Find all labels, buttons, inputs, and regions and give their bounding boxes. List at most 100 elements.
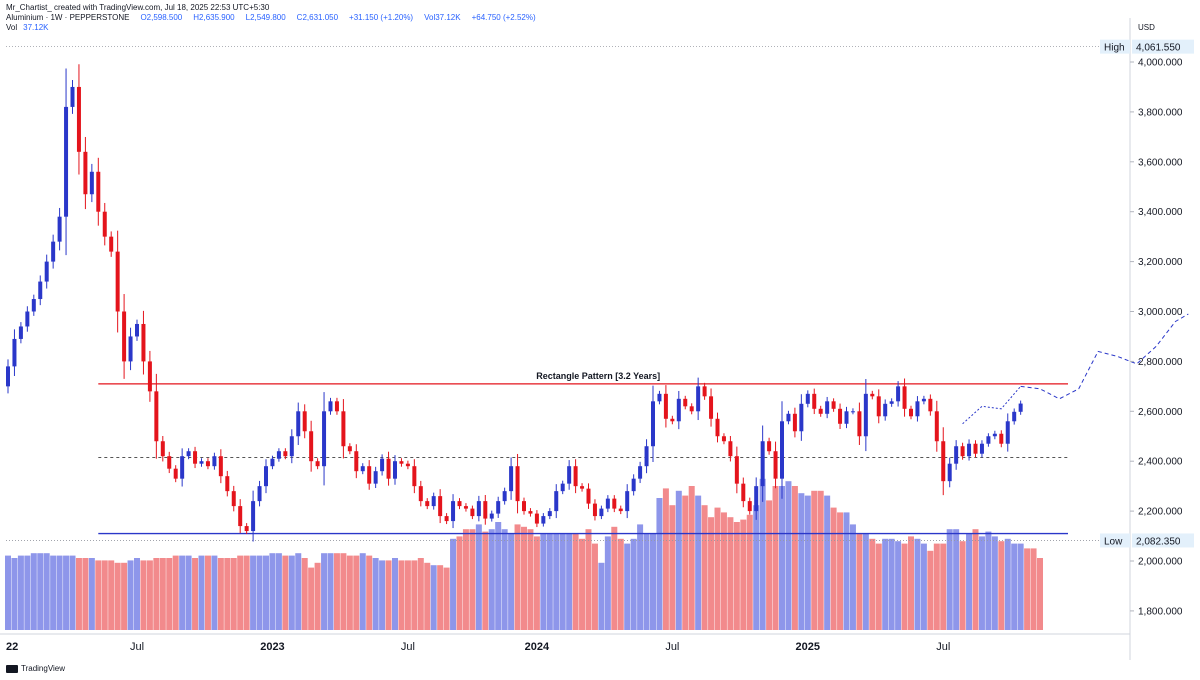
y-tick-label: 3,000.000: [1138, 307, 1183, 318]
y-tick-label: 2,400.000: [1138, 457, 1183, 468]
projection-link: [962, 386, 1022, 425]
candle-body: [334, 401, 339, 412]
volume-bar: [411, 560, 418, 630]
candle-body: [309, 431, 314, 462]
volume-bar: [204, 555, 211, 630]
volume-bar: [959, 541, 966, 630]
candle-body: [360, 466, 365, 472]
volume-bar: [379, 560, 386, 630]
volume-bar: [462, 529, 469, 630]
candle-body: [57, 216, 62, 242]
candle-body: [773, 451, 778, 479]
candle-body: [509, 466, 514, 492]
candle-body: [64, 106, 69, 217]
volume-bar: [837, 512, 844, 630]
volume-bar: [527, 529, 534, 630]
x-tick-label: 2024: [525, 641, 550, 653]
candle-body: [986, 436, 991, 444]
candle-body: [612, 498, 617, 509]
candle-body: [709, 396, 714, 419]
candle-body: [128, 336, 133, 362]
x-tick-label: Jul: [936, 641, 950, 653]
volume-bar: [263, 555, 269, 630]
candle-body: [25, 311, 30, 327]
candle-body: [199, 461, 204, 464]
high-value-bg: [1132, 39, 1194, 54]
volume-bar: [30, 553, 37, 630]
candle-body: [96, 171, 101, 212]
volume-bar: [972, 529, 979, 630]
candle-body: [683, 398, 688, 407]
volume-bar: [514, 524, 521, 630]
volume-bar: [1037, 558, 1043, 630]
candle-body: [657, 393, 662, 402]
candle-body: [547, 511, 552, 517]
volume-bar: [643, 534, 650, 630]
candle-body: [651, 401, 655, 447]
author-line: Mr_Chartist_ created with TradingView.co…: [6, 3, 270, 12]
symbol-label[interactable]: Aluminium · 1W · PEPPERSTONE: [6, 13, 130, 22]
close-value: C2,631.050: [296, 13, 339, 22]
candle-body: [586, 488, 591, 504]
candle-body: [567, 466, 572, 484]
volume-bar: [701, 505, 708, 630]
volume-bar: [424, 562, 431, 630]
volume-bar: [662, 488, 669, 630]
candle-body: [734, 456, 739, 484]
volume-bar: [398, 560, 405, 630]
volume-bar: [908, 536, 914, 630]
volume-bar: [224, 558, 231, 630]
volume-bar: [553, 534, 560, 630]
candle-body: [631, 478, 636, 492]
candle-body: [696, 386, 701, 412]
candle-body: [276, 451, 281, 459]
y-tick-label: 1,800.000: [1138, 606, 1183, 617]
candle-body: [515, 466, 520, 502]
candle-body: [599, 508, 604, 517]
volume-bar: [475, 524, 482, 630]
candle-body: [457, 501, 462, 507]
candle-body: [102, 211, 107, 237]
candle-body: [902, 386, 907, 409]
volume-bar: [101, 560, 108, 630]
candle-body: [715, 418, 720, 437]
candle-body: [896, 386, 901, 402]
candle-body: [592, 503, 597, 517]
candle-body: [463, 506, 468, 509]
volume-bar: [875, 543, 882, 630]
volume-bar: [430, 565, 437, 630]
volume-bar: [746, 514, 753, 630]
volume-bar: [611, 526, 618, 630]
candle-body: [786, 413, 791, 422]
candle-body: [638, 466, 643, 479]
candle-body: [767, 441, 772, 452]
candle-body: [967, 443, 972, 457]
candle-body: [760, 441, 765, 487]
candle-body: [676, 398, 681, 422]
volume-bar: [243, 555, 250, 630]
candle-body: [141, 323, 146, 362]
candle-body: [560, 483, 565, 492]
volume-bar: [843, 512, 850, 630]
x-tick-label: Jul: [665, 641, 679, 653]
candle-body: [147, 361, 152, 392]
volume-bar: [546, 534, 553, 630]
volume-bar: [153, 558, 160, 630]
candle-body: [367, 466, 372, 484]
candle-body: [470, 508, 475, 517]
candle-body: [109, 236, 114, 252]
candle-body: [393, 461, 397, 479]
level-lines: Rectangle Pattern [3.2 Years]: [6, 46, 1130, 541]
candle-body: [431, 496, 436, 507]
candle-body: [38, 281, 43, 300]
candle-body: [747, 501, 752, 512]
volume-bar: [521, 526, 527, 630]
x-tick-label: Jul: [401, 641, 415, 653]
volume-bar: [559, 534, 566, 630]
candle-body: [483, 501, 488, 519]
candle-body: [831, 401, 836, 409]
x-tick-label: 22: [6, 641, 18, 653]
volume-bar: [321, 553, 328, 630]
candle-body: [135, 323, 139, 337]
